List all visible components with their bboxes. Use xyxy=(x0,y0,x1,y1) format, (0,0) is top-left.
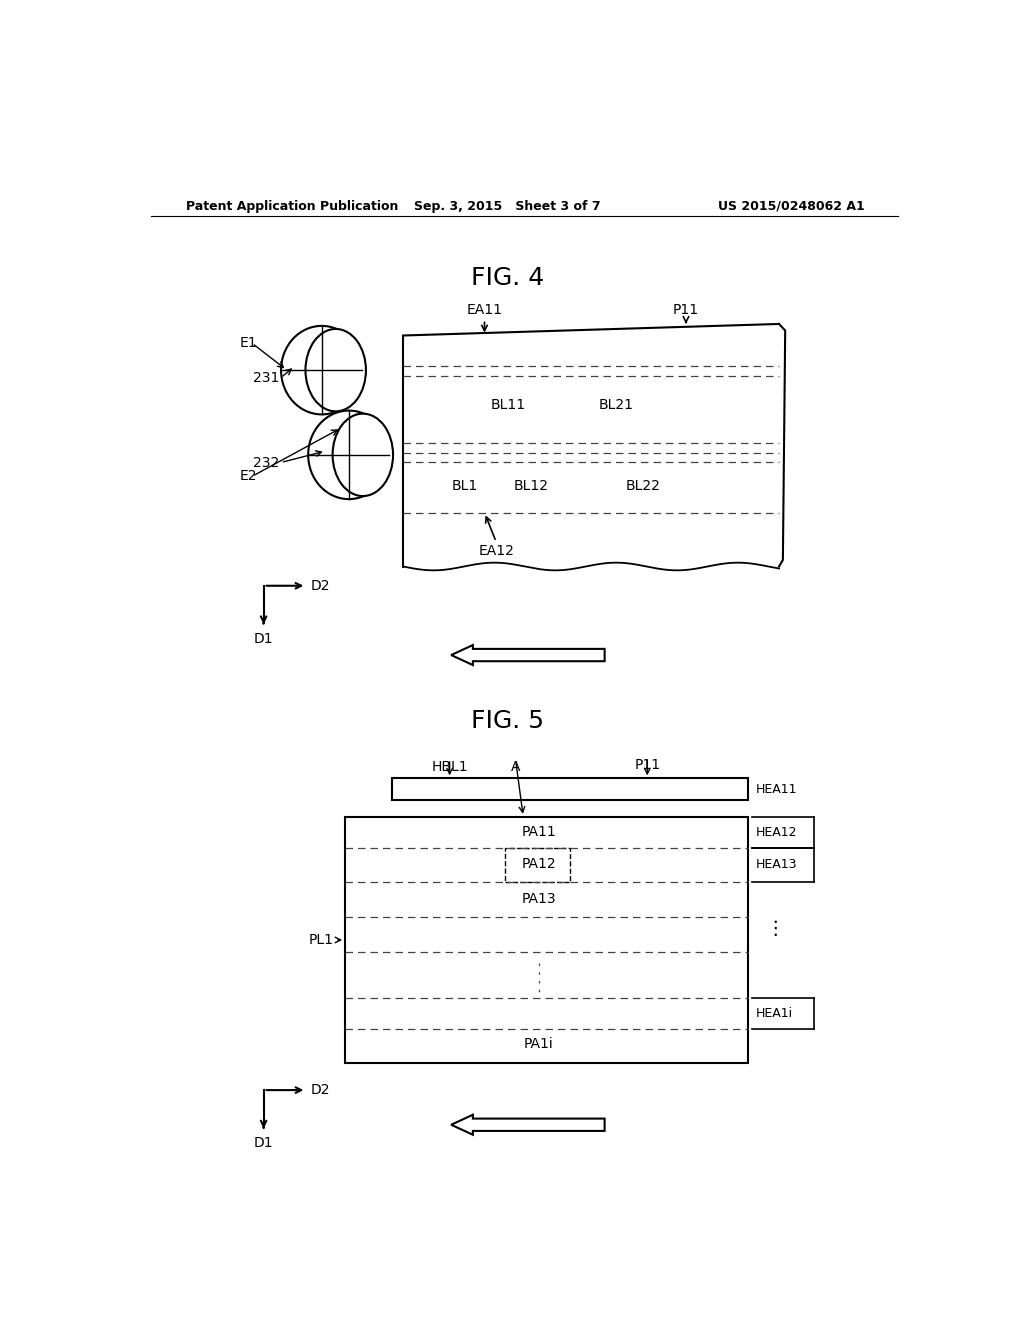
Ellipse shape xyxy=(305,329,366,412)
Text: BL11: BL11 xyxy=(490,397,525,412)
Text: HEA1i: HEA1i xyxy=(756,1007,793,1019)
Text: HEA13: HEA13 xyxy=(756,858,798,871)
Text: E2: E2 xyxy=(240,470,257,483)
Ellipse shape xyxy=(308,411,389,499)
Text: D2: D2 xyxy=(310,1084,330,1097)
Bar xyxy=(391,779,748,800)
Text: FIG. 4: FIG. 4 xyxy=(471,265,545,290)
FancyArrow shape xyxy=(452,1114,604,1135)
Text: PL1: PL1 xyxy=(308,933,334,946)
Text: HEA11: HEA11 xyxy=(756,783,798,796)
Text: Patent Application Publication: Patent Application Publication xyxy=(186,199,398,213)
Text: PA12: PA12 xyxy=(521,858,556,871)
Text: P11: P11 xyxy=(673,304,699,317)
Text: P11: P11 xyxy=(634,758,660,772)
Text: BL12: BL12 xyxy=(513,479,549,492)
Text: EA12: EA12 xyxy=(478,544,514,558)
Text: ⋮: ⋮ xyxy=(765,919,784,939)
Text: D1: D1 xyxy=(254,1137,273,1150)
Text: A: A xyxy=(511,760,520,774)
Bar xyxy=(345,817,748,1063)
Text: D2: D2 xyxy=(310,578,330,593)
Text: 232: 232 xyxy=(253,455,280,470)
Text: US 2015/0248062 A1: US 2015/0248062 A1 xyxy=(718,199,864,213)
Text: BL22: BL22 xyxy=(626,479,660,492)
Text: PA1i: PA1i xyxy=(524,1038,554,1051)
Text: EA11: EA11 xyxy=(467,304,503,317)
Text: HBL1: HBL1 xyxy=(431,760,468,774)
Text: E1: E1 xyxy=(240,337,257,350)
Text: BL1: BL1 xyxy=(452,479,478,492)
Text: Sep. 3, 2015   Sheet 3 of 7: Sep. 3, 2015 Sheet 3 of 7 xyxy=(415,199,601,213)
Bar xyxy=(506,847,569,882)
Text: HEA12: HEA12 xyxy=(756,825,798,838)
Text: 231: 231 xyxy=(253,371,280,385)
Ellipse shape xyxy=(333,413,393,496)
FancyArrow shape xyxy=(452,645,604,665)
Ellipse shape xyxy=(281,326,362,414)
Text: BL21: BL21 xyxy=(599,397,634,412)
Text: PA11: PA11 xyxy=(521,825,556,840)
Text: PA13: PA13 xyxy=(521,892,556,906)
Text: D1: D1 xyxy=(254,632,273,645)
Text: FIG. 5: FIG. 5 xyxy=(471,709,544,733)
